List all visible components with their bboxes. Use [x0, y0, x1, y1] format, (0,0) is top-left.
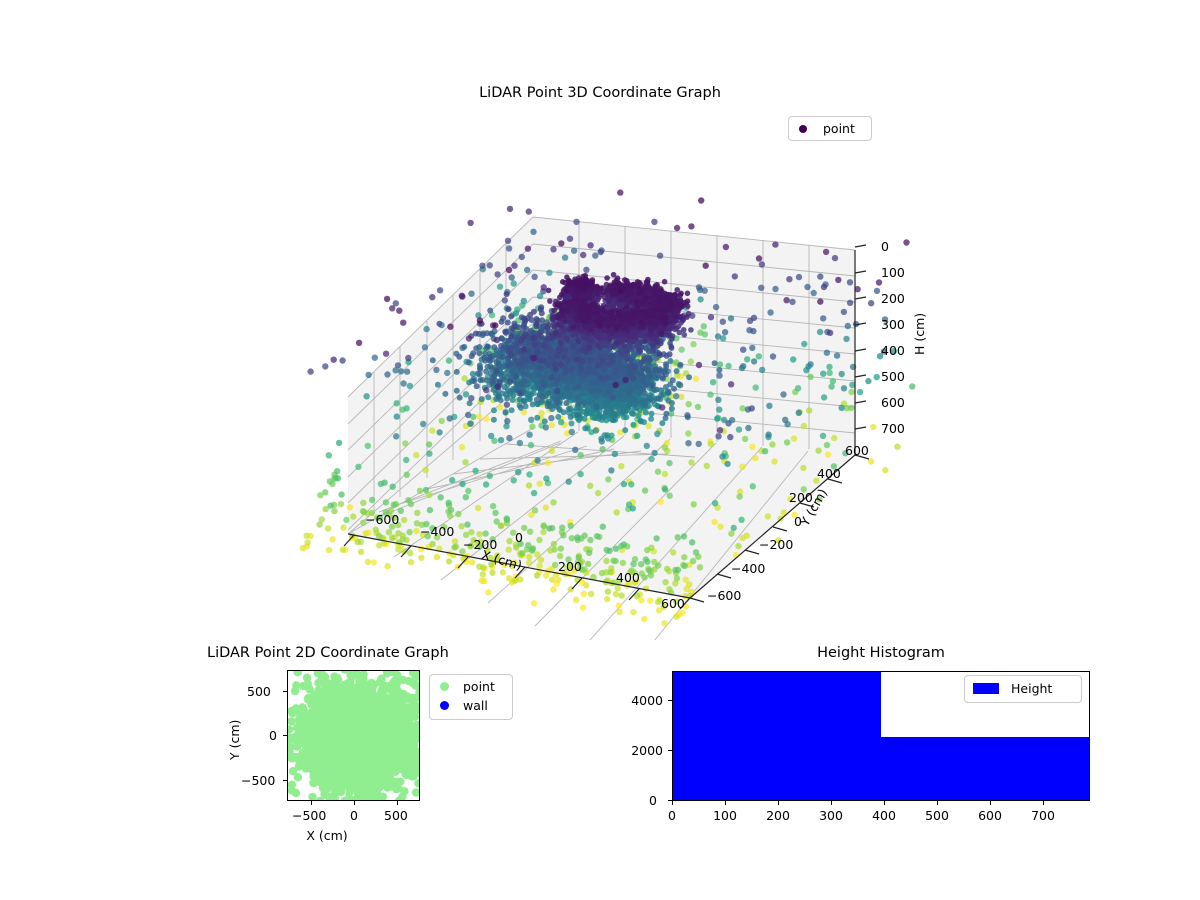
- plot3d-ztick-7: 700: [881, 421, 905, 436]
- histogram-xtick-0: 0: [668, 808, 676, 823]
- histogram-legend[interactable]: Height: [964, 675, 1082, 703]
- point-marker-icon: [799, 124, 807, 133]
- histogram-xtickmark-3: [831, 801, 832, 805]
- lidar-3d-scatter-plot[interactable]: [0, 60, 1200, 640]
- plot3d-ztick-4: 400: [881, 343, 905, 358]
- histogram-xtickmark-4: [884, 801, 885, 805]
- plot3d-ztick-6: 600: [881, 395, 905, 410]
- legend-label-height: Height: [1011, 681, 1053, 696]
- plot2d-xtickmark-1: [354, 801, 355, 805]
- plot3d-ztick-1: 100: [881, 265, 905, 280]
- plot3d-tickmarks: [343, 244, 870, 610]
- histogram-xtick-4: 400: [872, 808, 896, 823]
- plot3d-xtick-0: −600: [365, 512, 400, 527]
- plot2d-legend[interactable]: point wall: [429, 674, 513, 720]
- histogram-title: Height Histogram: [817, 645, 945, 661]
- plot3d-legend[interactable]: point: [788, 116, 872, 141]
- plot2d-ytickmark-0: [283, 691, 287, 692]
- plot3d-ytick-2: −200: [759, 537, 794, 552]
- legend-item-point[interactable]: point: [434, 677, 508, 696]
- histogram-xtickmark-0: [672, 801, 673, 805]
- plot3d-xtick-2: −200: [463, 537, 498, 552]
- legend-item-height[interactable]: Height: [969, 679, 1077, 698]
- plot3d-xtick-4: 200: [558, 559, 582, 574]
- plot3d-point-cloud: [299, 189, 916, 627]
- histogram-xtick-7: 700: [1031, 808, 1055, 823]
- histogram-xtickmark-2: [778, 801, 779, 805]
- histogram-xtick-5: 500: [925, 808, 949, 823]
- plot3d-xtick-1: −400: [420, 524, 455, 539]
- histogram-ytickmark-1: [668, 750, 672, 751]
- legend-item-point[interactable]: point: [793, 119, 867, 138]
- plot2d-canvas: [288, 671, 419, 800]
- plot3d-ytick-5: 400: [817, 466, 841, 481]
- plot2d-yaxis-label: Y (cm): [227, 719, 242, 760]
- plot2d-point-cloud: [288, 671, 419, 800]
- plot2d-ytick-0: −500: [241, 773, 276, 788]
- histogram-ytickmark-2: [668, 700, 672, 701]
- plot3d-xtick-3: 0: [515, 530, 523, 545]
- histogram-ytick-2: 4000: [631, 693, 663, 708]
- plot2d-title: LiDAR Point 2D Coordinate Graph: [207, 645, 449, 661]
- plot2d-xtick-1: 0: [350, 808, 358, 823]
- plot2d-xtickmark-2: [397, 801, 398, 805]
- plot3d-ytick-3: 0: [794, 514, 802, 529]
- histogram-ytick-1: 2000: [631, 743, 663, 758]
- plot3d-ztick-0: 0: [881, 239, 889, 254]
- plot3d-ytick-4: 200: [789, 490, 813, 505]
- plot3d-title: LiDAR Point 3D Coordinate Graph: [479, 85, 721, 101]
- plot3d-ztick-2: 200: [881, 291, 905, 306]
- histogram-xtick-6: 600: [978, 808, 1002, 823]
- plot3d-xtick-5: 400: [616, 570, 640, 585]
- histogram-bar-0[interactable]: [673, 672, 881, 800]
- plot3d-canvas: [299, 189, 916, 640]
- histogram-ytick-0: 0: [649, 793, 657, 808]
- histogram-xtickmark-1: [725, 801, 726, 805]
- histogram-xtickmark-5: [937, 801, 938, 805]
- histogram-bar-1[interactable]: [881, 737, 1089, 800]
- plot2d-xtickmark-0: [311, 801, 312, 805]
- plot3d-ztick-5: 500: [881, 369, 905, 384]
- histogram-xtick-3: 300: [819, 808, 843, 823]
- height-patch-icon: [973, 683, 999, 694]
- legend-label-wall: wall: [463, 698, 488, 713]
- point-marker-icon: [440, 682, 449, 691]
- legend-label-point: point: [823, 121, 855, 136]
- histogram-ytickmark-0: [668, 800, 672, 801]
- plot2d-xaxis-label: X (cm): [306, 828, 348, 843]
- histogram-xtickmark-6: [990, 801, 991, 805]
- legend-item-wall[interactable]: wall: [434, 696, 508, 715]
- plot2d-ytick-1: 0: [269, 728, 277, 743]
- plot3d-zaxis-label: H (cm): [912, 312, 927, 355]
- wall-marker-icon: [440, 701, 449, 710]
- histogram-xtick-1: 100: [713, 808, 737, 823]
- plot3d-ytick-6: 600: [845, 443, 869, 458]
- plot2d-xtick-2: 500: [384, 808, 408, 823]
- plot2d-xtick-0: −500: [292, 808, 327, 823]
- histogram-xtick-2: 200: [766, 808, 790, 823]
- plot3d-ytick-1: −400: [731, 561, 766, 576]
- plot2d-ytick-2: 500: [247, 684, 271, 699]
- plot2d-ytickmark-2: [283, 780, 287, 781]
- plot3d-xtick-6: 600: [661, 596, 685, 611]
- plot3d-ytick-0: −600: [707, 588, 742, 603]
- histogram-xtickmark-7: [1043, 801, 1044, 805]
- plot2d-ytickmark-1: [283, 735, 287, 736]
- lidar-2d-scatter-plot[interactable]: [287, 670, 420, 801]
- plot3d-ztick-3: 300: [881, 317, 905, 332]
- legend-label-point: point: [463, 679, 495, 694]
